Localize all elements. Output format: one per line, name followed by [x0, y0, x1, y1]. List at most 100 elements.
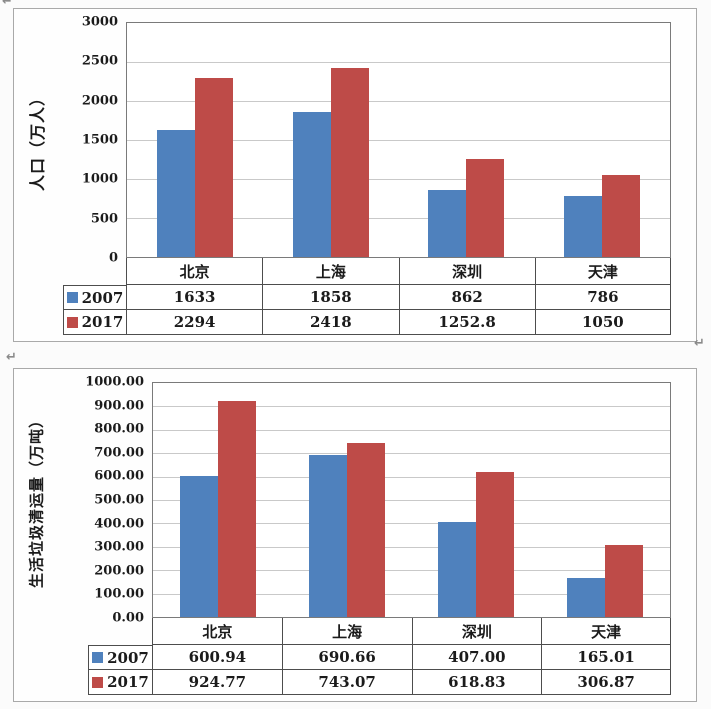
gridline	[153, 429, 670, 431]
category-header-上海-label: 上海	[332, 622, 363, 641]
value-cell-2007-北京-label: 600.94	[188, 648, 247, 666]
population-y-axis-ticks: 3000 2500 2000 1500 1000 500 0	[44, 15, 118, 266]
value-cell-2017-深圳-label: 618.83	[448, 673, 506, 691]
bar-2007-天津	[564, 195, 603, 257]
y-tick-label: 700.00	[94, 445, 144, 461]
value-cell-2017-北京: 924.77	[152, 670, 282, 695]
y-tick-label: 3000	[81, 14, 118, 30]
bar-2017-深圳	[466, 159, 505, 257]
garbage-volume-y-axis: 生活垃圾清运量（万吨） 1000.00 900.00 800.00 700.00 600…	[14, 375, 152, 626]
category-header-上海: 上海	[262, 258, 399, 285]
population-chart-plot-row: 人口（万人） 3000 2500 2000 1500 1000 500 0	[14, 15, 671, 266]
value-cell-2017-北京-label: 924.77	[188, 673, 247, 691]
legend-cell-2017-label: 2017	[107, 673, 149, 691]
category-header-深圳: 深圳	[411, 618, 542, 645]
gridline	[127, 218, 670, 219]
value-cell-2007-上海: 690.66	[281, 645, 412, 670]
population-chart-inner: 人口（万人） 3000 2500 2000 1500 1000 500 0 北京 上海 深圳 天津…	[14, 9, 696, 335]
bar-2007-上海	[292, 112, 331, 257]
y-tick-label: 1000	[81, 171, 118, 187]
legend-swatch-icon	[66, 292, 78, 303]
paragraph-return-mark-icon: ↵	[694, 336, 705, 351]
y-tick-label: 400.00	[94, 516, 144, 532]
bar-2017-上海	[346, 443, 385, 617]
category-header-上海: 上海	[281, 618, 412, 645]
bar-group-天津	[541, 383, 670, 617]
value-cell-2017-天津-label: 1050	[582, 313, 624, 331]
y-tick-label: 100.00	[94, 586, 144, 602]
category-header-北京: 北京	[126, 258, 263, 285]
garbage-volume-plot-area	[152, 382, 671, 618]
paragraph-return-mark-icon: ↵	[2, 0, 13, 9]
value-cell-2017-深圳: 618.83	[411, 670, 542, 695]
value-cell-2007-天津-label: 786	[587, 288, 619, 306]
bar-group-上海	[282, 383, 411, 617]
legend-swatch-icon	[66, 316, 78, 328]
category-header-天津: 天津	[534, 258, 671, 285]
legend-cell-2007-label: 2007	[81, 288, 124, 307]
y-tick-label: 0	[108, 250, 118, 266]
y-tick-label: 200.00	[94, 563, 144, 579]
legend-cell-2017: 2017	[63, 310, 126, 335]
value-cell-2017-天津-label: 306.87	[577, 673, 635, 691]
bar-2007-北京	[179, 476, 218, 617]
bar-2007-上海	[308, 455, 347, 617]
gridline	[153, 476, 670, 478]
gridline	[127, 178, 670, 180]
y-tick-label: 2000	[81, 93, 118, 109]
bar-group-天津	[534, 23, 670, 257]
garbage-volume-chart: 生活垃圾清运量（万吨） 1000.00 900.00 800.00 700.00 600…	[13, 368, 697, 702]
bar-2017-天津	[602, 175, 641, 257]
category-header-天津-label: 天津	[591, 622, 622, 641]
y-tick-label: 1500	[81, 132, 118, 148]
population-data-table: 北京 上海 深圳 天津 2007 1633 1858 862 786 2017 2294 2418 12…	[63, 258, 671, 335]
y-tick-label: 1000.00	[85, 374, 144, 390]
population-chart: 人口（万人） 3000 2500 2000 1500 1000 500 0 北京 上海 深圳 天津…	[13, 8, 697, 342]
gridline	[127, 140, 670, 141]
category-header-深圳-label: 深圳	[461, 622, 492, 641]
gridline	[127, 61, 670, 63]
garbage-volume-y-axis-ticks: 1000.00 900.00 800.00 700.00 600.00 500.00 400…	[44, 375, 144, 626]
gridline	[153, 406, 670, 408]
value-cell-2007-北京: 1633	[126, 285, 263, 310]
bar-group-北京	[153, 383, 282, 617]
value-cell-2007-天津: 165.01	[541, 645, 671, 670]
legend-swatch-icon	[92, 652, 104, 663]
y-tick-label: 900.00	[94, 398, 144, 414]
value-cell-2017-上海-label: 2418	[310, 313, 352, 331]
value-cell-2007-上海: 1858	[262, 285, 399, 310]
y-tick-label: 500	[90, 211, 118, 227]
bar-2007-深圳	[438, 521, 477, 617]
bar-2017-上海	[330, 68, 369, 257]
garbage-volume-chart-inner: 生活垃圾清运量（万吨） 1000.00 900.00 800.00 700.00 600…	[14, 369, 696, 695]
legend-cell-2017-label: 2017	[81, 313, 124, 331]
category-header-天津-label: 天津	[587, 262, 618, 281]
value-cell-2007-深圳-label: 407.00	[448, 648, 506, 666]
bar-group-北京	[127, 23, 263, 257]
category-header-上海-label: 上海	[315, 262, 346, 281]
legend-cell-2007: 2007	[63, 285, 126, 310]
bar-group-上海	[263, 23, 399, 257]
category-header-天津: 天津	[541, 618, 671, 645]
category-header-北京: 北京	[152, 618, 282, 645]
bar-group-深圳	[412, 383, 541, 617]
value-cell-2017-深圳-label: 1252.8	[438, 313, 496, 331]
gridline	[153, 500, 670, 501]
value-cell-2007-天津: 786	[534, 285, 671, 310]
bar-2007-深圳	[428, 189, 467, 257]
gridline	[153, 546, 670, 548]
value-cell-2007-上海-label: 690.66	[318, 648, 376, 666]
garbage-volume-chart-plot-row: 生活垃圾清运量（万吨） 1000.00 900.00 800.00 700.00 600…	[14, 375, 671, 626]
category-header-北京-label: 北京	[202, 622, 233, 641]
value-cell-2017-上海: 2418	[262, 310, 399, 335]
bar-2007-天津	[567, 578, 606, 617]
category-header-深圳-label: 深圳	[452, 262, 483, 281]
y-tick-label: 600.00	[94, 468, 144, 484]
value-cell-2017-上海-label: 743.07	[318, 673, 376, 691]
y-tick-label: 300.00	[94, 539, 144, 555]
value-cell-2007-上海-label: 1858	[310, 288, 352, 306]
value-cell-2017-北京: 2294	[126, 310, 263, 335]
value-cell-2017-上海: 743.07	[281, 670, 412, 695]
y-tick-label: 2500	[81, 53, 118, 69]
